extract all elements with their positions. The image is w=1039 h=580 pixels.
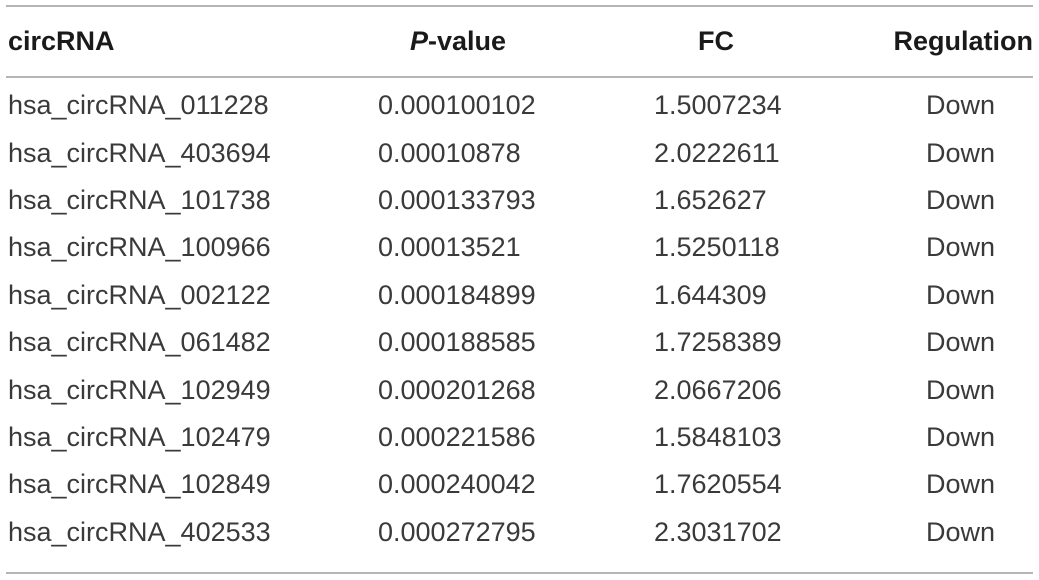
cell-circrna: hsa_circRNA_100966 — [8, 232, 271, 263]
table-bottom-rule — [6, 572, 1033, 574]
cell-p-value: 0.000221586 — [378, 421, 536, 452]
cell-p-value: 0.000272795 — [378, 516, 536, 547]
header-row: circRNA P-value FC Regulation — [6, 7, 1033, 76]
table-header: circRNA P-value FC Regulation — [6, 7, 1033, 76]
cell-p-value: 0.000201268 — [378, 374, 536, 405]
table-top-rule — [6, 5, 1033, 7]
p-value-suffix: -value — [428, 26, 507, 56]
cell-p-value: 0.000184899 — [378, 279, 536, 310]
table-row: hsa_circRNA_102949 0.000201268 2.0667206… — [6, 366, 1033, 413]
table-row: hsa_circRNA_061482 0.000188585 1.7258389… — [6, 319, 1033, 366]
table-row: hsa_circRNA_101738 0.000133793 1.652627 … — [6, 177, 1033, 224]
cell-circrna: hsa_circRNA_101738 — [8, 184, 271, 215]
cell-fc: 1.5250118 — [654, 232, 780, 263]
cell-circrna: hsa_circRNA_011228 — [8, 90, 269, 121]
column-header-circrna: circRNA — [8, 26, 115, 56]
table-row: hsa_circRNA_002122 0.000184899 1.644309 … — [6, 272, 1033, 319]
cell-circrna: hsa_circRNA_403694 — [8, 137, 271, 168]
cell-regulation: Down — [925, 279, 995, 310]
cell-regulation: Down — [925, 374, 995, 405]
circrna-table: circRNA P-value FC Regulation hsa_circRN… — [6, 7, 1033, 556]
cell-fc: 1.7258389 — [654, 327, 782, 358]
cell-fc: 1.5848103 — [654, 421, 782, 452]
cell-regulation: Down — [925, 469, 995, 500]
table-body: hsa_circRNA_011228 0.000100102 1.5007234… — [6, 76, 1033, 556]
cell-fc: 2.3031702 — [654, 516, 782, 547]
cell-circrna: hsa_circRNA_102849 — [8, 469, 271, 500]
cell-p-value: 0.000100102 — [378, 90, 536, 121]
cell-fc: 1.652627 — [654, 184, 767, 215]
cell-fc: 2.0222611 — [654, 137, 780, 168]
cell-regulation: Down — [925, 137, 995, 168]
cell-p-value: 0.000188585 — [378, 327, 536, 358]
cell-circrna: hsa_circRNA_402533 — [8, 516, 271, 547]
table-row: hsa_circRNA_011228 0.000100102 1.5007234… — [6, 76, 1033, 129]
table-row: hsa_circRNA_102849 0.000240042 1.7620554… — [6, 461, 1033, 508]
table-row: hsa_circRNA_402533 0.000272795 2.3031702… — [6, 509, 1033, 556]
cell-circrna: hsa_circRNA_002122 — [8, 279, 271, 310]
table-row: hsa_circRNA_102479 0.000221586 1.5848103… — [6, 414, 1033, 461]
column-header-regulation: Regulation — [893, 26, 1034, 56]
cell-regulation: Down — [925, 232, 995, 263]
cell-regulation: Down — [925, 184, 995, 215]
table-header-rule — [6, 76, 1033, 78]
cell-p-value: 0.000133793 — [378, 184, 536, 215]
table-row: hsa_circRNA_403694 0.00010878 2.0222611 … — [6, 129, 1033, 176]
cell-p-value: 0.000240042 — [378, 469, 536, 500]
column-header-p-value: P-value — [296, 7, 600, 76]
cell-fc: 1.644309 — [654, 279, 767, 310]
p-value-italic-p: P — [410, 26, 429, 56]
cell-regulation: Down — [925, 327, 995, 358]
cell-fc: 1.5007234 — [654, 90, 782, 121]
cell-regulation: Down — [925, 421, 995, 452]
cell-p-value: 0.00010878 — [378, 137, 521, 168]
cell-fc: 2.0667206 — [654, 374, 782, 405]
cell-circrna: hsa_circRNA_102949 — [8, 374, 271, 405]
cell-p-value: 0.00013521 — [378, 232, 521, 263]
cell-circrna: hsa_circRNA_102479 — [8, 421, 271, 452]
cell-fc: 1.7620554 — [654, 469, 782, 500]
table-row: hsa_circRNA_100966 0.00013521 1.5250118 … — [6, 224, 1033, 271]
cell-regulation: Down — [925, 516, 995, 547]
cell-circrna: hsa_circRNA_061482 — [8, 327, 271, 358]
column-header-fc: FC — [698, 26, 734, 56]
cell-regulation: Down — [925, 90, 995, 121]
